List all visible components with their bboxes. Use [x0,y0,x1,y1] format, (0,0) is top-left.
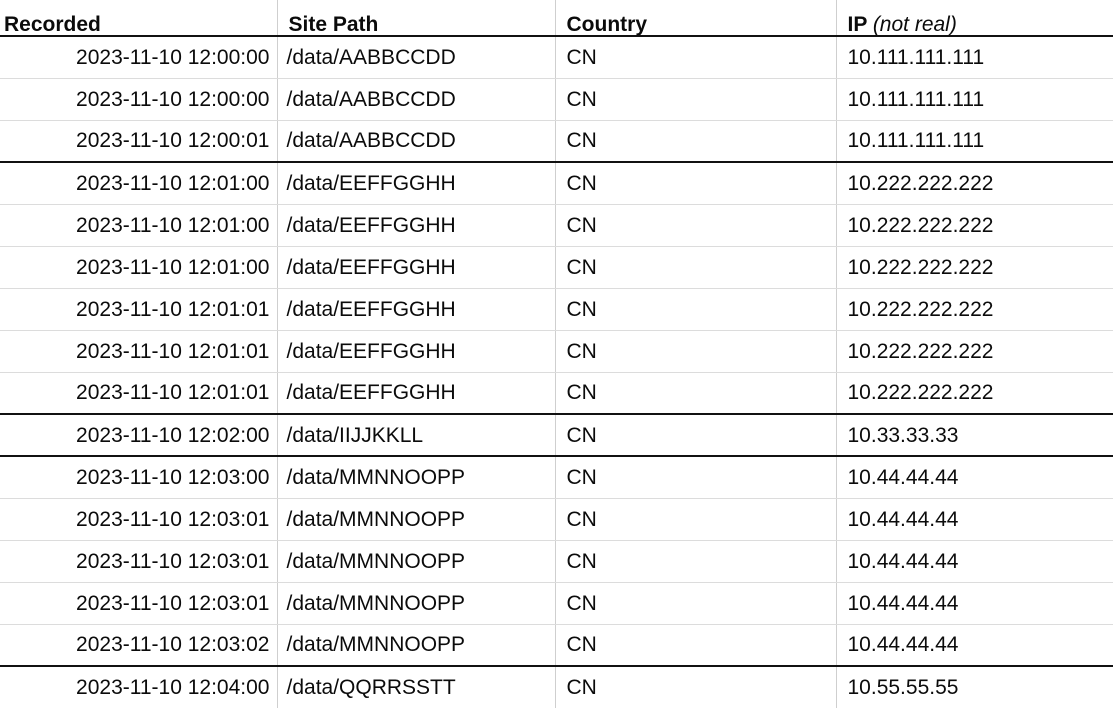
cell-recorded: 2023-11-10 12:00:01 [0,120,278,163]
cell-country: CN [555,246,837,289]
cell-country: CN [555,78,837,121]
cell-country: CN [555,498,837,541]
table-row: 2023-11-10 12:04:00/data/QQRRSSTT CN 10.55… [0,666,1113,708]
cell-ip: 10.222.222.222 [836,204,1113,247]
column-header-ip-note: (not real) [872,13,957,36]
cell-recorded: 2023-11-10 12:01:01 [0,330,278,373]
cell-site-path: /data/EEFFGGHH [277,288,556,331]
cell-recorded: 2023-11-10 12:04:00 [0,666,278,708]
cell-site-path: /data/EEFFGGHH [277,372,556,415]
cell-recorded: 2023-11-10 12:01:00 [0,204,278,247]
column-header-recorded[interactable]: Recorded [0,0,278,37]
cell-site-path: /data/MMNNOOPP [277,582,556,625]
cell-country: CN [555,162,837,205]
table-row: 2023-11-10 12:00:00/data/AABBCCDD CN 10.11… [0,36,1113,79]
cell-country: CN [555,582,837,625]
cell-recorded: 2023-11-10 12:03:01 [0,540,278,583]
cell-site-path: /data/EEFFGGHH [277,204,556,247]
cell-recorded: 2023-11-10 12:03:00 [0,456,278,499]
cell-ip: 10.222.222.222 [836,288,1113,331]
column-header-ip-label: IP [847,13,867,36]
cell-recorded: 2023-11-10 12:01:00 [0,246,278,289]
cell-ip: 10.44.44.44 [836,624,1113,667]
cell-recorded: 2023-11-10 12:01:01 [0,372,278,415]
cell-site-path: /data/AABBCCDD [277,120,556,163]
cell-recorded: 2023-11-10 12:01:00 [0,162,278,205]
table-row: 2023-11-10 12:03:01/data/MMNNOOPP CN 10.44… [0,582,1113,625]
cell-ip: 10.44.44.44 [836,498,1113,541]
table-row: 2023-11-10 12:02:00/data/IIJJKKLL CN 10.33… [0,414,1113,457]
table-body: 2023-11-10 12:00:00/data/AABBCCDD CN 10.11… [0,36,1113,708]
cell-ip: 10.44.44.44 [836,456,1113,499]
cell-site-path: /data/MMNNOOPP [277,540,556,583]
cell-recorded: 2023-11-10 12:01:01 [0,288,278,331]
table-row: 2023-11-10 12:01:00/data/EEFFGGHH CN 10.22… [0,246,1113,289]
table-row: 2023-11-10 12:01:01/data/EEFFGGHH CN 10.22… [0,288,1113,331]
cell-ip: 10.111.111.111 [836,120,1113,163]
cell-country: CN [555,204,837,247]
cell-country: CN [555,456,837,499]
cell-recorded: 2023-11-10 12:00:00 [0,78,278,121]
cell-site-path: /data/EEFFGGHH [277,330,556,373]
cell-site-path: /data/QQRRSSTT [277,666,556,708]
cell-country: CN [555,36,837,79]
cell-country: CN [555,372,837,415]
table-header: Recorded Site Path Country IP (not real) [0,0,1113,37]
table-row: 2023-11-10 12:03:01/data/MMNNOOPP CN 10.44… [0,540,1113,583]
table-row: 2023-11-10 12:01:01/data/EEFFGGHH CN 10.22… [0,330,1113,373]
cell-site-path: /data/MMNNOOPP [277,498,556,541]
cell-recorded: 2023-11-10 12:00:00 [0,36,278,79]
header-row: Recorded Site Path Country IP (not real) [0,0,1113,37]
cell-country: CN [555,414,837,457]
cell-ip: 10.222.222.222 [836,330,1113,373]
column-header-country-label: Country [566,13,648,36]
table-row: 2023-11-10 12:00:01/data/AABBCCDD CN 10.11… [0,120,1113,163]
cell-recorded: 2023-11-10 12:03:02 [0,624,278,667]
cell-ip: 10.44.44.44 [836,582,1113,625]
cell-recorded: 2023-11-10 12:02:00 [0,414,278,457]
table-row: 2023-11-10 12:00:00/data/AABBCCDD CN 10.11… [0,78,1113,121]
cell-ip: 10.111.111.111 [836,78,1113,121]
cell-site-path: /data/IIJJKKLL [277,414,556,457]
cell-site-path: /data/EEFFGGHH [277,246,556,289]
cell-ip: 10.111.111.111 [836,36,1113,79]
cell-site-path: /data/MMNNOOPP [277,456,556,499]
cell-country: CN [555,288,837,331]
column-header-country[interactable]: Country [555,0,837,37]
cell-site-path: /data/AABBCCDD [277,78,556,121]
column-header-recorded-label: Recorded [4,13,101,36]
column-header-site-path-label: Site Path [288,13,379,36]
cell-recorded: 2023-11-10 12:03:01 [0,498,278,541]
cell-country: CN [555,666,837,708]
cell-ip: 10.222.222.222 [836,162,1113,205]
cell-site-path: /data/MMNNOOPP [277,624,556,667]
cell-recorded: 2023-11-10 12:03:01 [0,582,278,625]
cell-ip: 10.222.222.222 [836,246,1113,289]
column-header-ip[interactable]: IP (not real) [836,0,1113,37]
cell-ip: 10.33.33.33 [836,414,1113,457]
cell-country: CN [555,120,837,163]
cell-site-path: /data/AABBCCDD [277,36,556,79]
cell-site-path: /data/EEFFGGHH [277,162,556,205]
cell-country: CN [555,330,837,373]
table-row: 2023-11-10 12:03:00/data/MMNNOOPP CN 10.44… [0,456,1113,499]
table-row: 2023-11-10 12:01:00/data/EEFFGGHH CN 10.22… [0,204,1113,247]
table-row: 2023-11-10 12:03:02/data/MMNNOOPP CN 10.44… [0,624,1113,667]
cell-ip: 10.222.222.222 [836,372,1113,415]
table-row: 2023-11-10 12:03:01/data/MMNNOOPP CN 10.44… [0,498,1113,541]
table-row: 2023-11-10 12:01:00/data/EEFFGGHH CN 10.22… [0,162,1113,205]
cell-ip: 10.55.55.55 [847,676,959,699]
cell-ip: 10.44.44.44 [836,540,1113,583]
table-row: 2023-11-10 12:01:01/data/EEFFGGHH CN 10.22… [0,372,1113,415]
column-header-site-path[interactable]: Site Path [277,0,556,37]
cell-country: CN [555,624,837,667]
cell-country: CN [555,540,837,583]
